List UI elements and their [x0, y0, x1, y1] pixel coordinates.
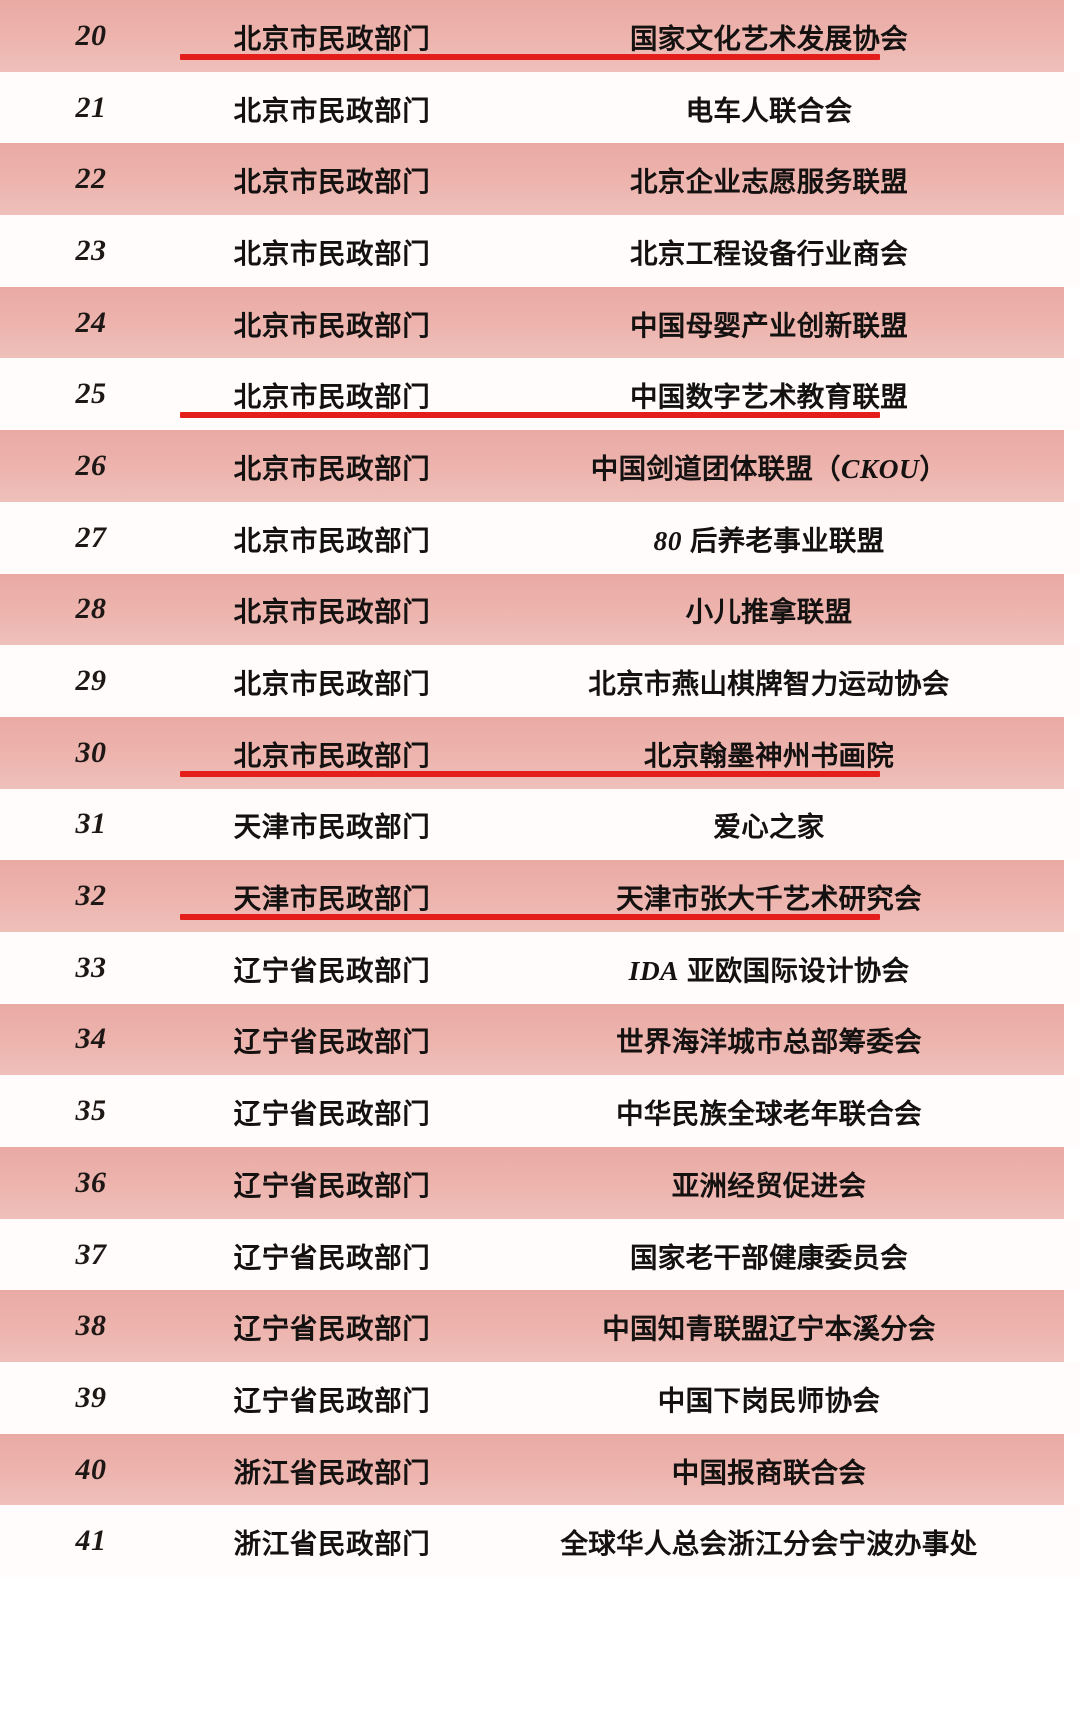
latin-fragment: 80: [653, 524, 682, 556]
row-index-cell: 28: [75, 592, 107, 626]
organization-name-cell: 亚洲经贸促进会: [671, 1169, 867, 1201]
red-highlight-underline: [180, 770, 880, 777]
row-index-cell: 24: [75, 305, 107, 339]
registration-authority-cell: 北京市民政部门: [233, 668, 431, 700]
organization-name-cell: 世界海洋城市总部筹委会: [616, 1026, 922, 1058]
organization-name-cell: 电车人联合会: [685, 94, 853, 126]
organization-name-cell: 北京企业志愿服务联盟: [630, 166, 908, 198]
table-row: 40 浙江省民政部门 中国报商联合会: [0, 1433, 1080, 1506]
organization-name-cell: IDA 亚欧国际设计协会: [628, 954, 910, 986]
organization-name-cell: 北京市燕山棋牌智力运动协会: [588, 668, 950, 700]
registration-authority-cell: 北京市民政部门: [233, 739, 431, 771]
row-index-cell: 40: [75, 1452, 107, 1486]
row-index-cell: 22: [75, 162, 107, 196]
registration-authority-cell: 天津市民政部门: [233, 811, 431, 843]
registration-authority-cell: 北京市民政部门: [233, 452, 431, 484]
registration-authority-cell: 辽宁省民政部门: [233, 1313, 431, 1345]
organization-name-cell: 北京翰墨神州书画院: [643, 739, 895, 771]
table-row: 26 北京市民政部门 中国剑道团体联盟（CKOU）: [0, 430, 1080, 502]
latin-fragment: IDA: [628, 954, 680, 986]
row-index-cell: 20: [75, 18, 107, 52]
organization-name-cell: 小儿推拿联盟: [685, 596, 853, 628]
registration-authority-cell: 北京市民政部门: [233, 237, 431, 269]
table-row: 29 北京市民政部门 北京市燕山棋牌智力运动协会: [0, 645, 1080, 717]
red-highlight-underline: [180, 412, 880, 419]
organization-name-cell: 北京工程设备行业商会: [630, 237, 908, 269]
row-index-cell: 31: [75, 807, 107, 841]
row-index-cell: 29: [75, 664, 107, 698]
organization-name-cell: 天津市张大千艺术研究会: [616, 883, 922, 915]
row-index-cell: 41: [75, 1524, 107, 1558]
table-row: 30 北京市民政部门 北京翰墨神州书画院: [0, 716, 1080, 789]
table-row: 39 辽宁省民政部门 中国下岗民师协会: [0, 1362, 1080, 1434]
organization-name-cell: 中国数字艺术教育联盟: [630, 381, 908, 413]
registration-authority-cell: 浙江省民政部门: [233, 1528, 431, 1560]
registration-authority-cell: 辽宁省民政部门: [233, 1241, 431, 1273]
registration-authority-cell: 北京市民政部门: [233, 22, 431, 54]
row-index-cell: 23: [75, 233, 107, 267]
table-row: 24 北京市民政部门 中国母婴产业创新联盟: [0, 286, 1080, 359]
table-row: 31 天津市民政部门 爱心之家: [0, 788, 1080, 861]
registration-authority-cell: 辽宁省民政部门: [233, 1026, 431, 1058]
row-index-cell: 25: [75, 377, 107, 411]
row-index-cell: 36: [75, 1165, 107, 1199]
table-row: 34 辽宁省民政部门 世界海洋城市总部筹委会: [0, 1003, 1080, 1076]
registration-authority-cell: 北京市民政部门: [233, 524, 431, 556]
organization-name-cell: 国家文化艺术发展协会: [630, 22, 908, 54]
row-index-cell: 38: [75, 1309, 107, 1343]
latin-fragment: CKOU: [840, 452, 920, 484]
row-index-cell: 27: [75, 520, 107, 554]
organization-name-cell: 国家老干部健康委员会: [630, 1241, 908, 1273]
registration-authority-cell: 北京市民政部门: [233, 309, 431, 341]
table-row: 25 北京市民政部门 中国数字艺术教育联盟: [0, 358, 1080, 431]
registration-authority-cell: 辽宁省民政部门: [233, 954, 431, 986]
table-row: 20 北京市民政部门 国家文化艺术发展协会: [0, 0, 1080, 72]
organization-name-cell: 全球华人总会浙江分会宁波办事处: [560, 1528, 978, 1560]
registration-authority-cell: 北京市民政部门: [233, 94, 431, 126]
organization-name-cell: 中国知青联盟辽宁本溪分会: [602, 1313, 936, 1345]
row-index-cell: 37: [75, 1237, 107, 1271]
table-row: 33 辽宁省民政部门 IDA 亚欧国际设计协会: [0, 931, 1080, 1004]
row-index-cell: 39: [75, 1380, 107, 1414]
row-index-cell: 30: [75, 735, 107, 769]
red-highlight-underline: [180, 913, 880, 920]
registration-authority-cell: 浙江省民政部门: [233, 1456, 431, 1488]
table-row: 23 北京市民政部门 北京工程设备行业商会: [0, 215, 1080, 287]
registration-authority-cell: 天津市民政部门: [233, 883, 431, 915]
table-row: 37 辽宁省民政部门 国家老干部健康委员会: [0, 1218, 1080, 1291]
registration-authority-cell: 辽宁省民政部门: [233, 1098, 431, 1130]
row-index-cell: 34: [75, 1022, 107, 1056]
table-row: 36 辽宁省民政部门 亚洲经贸促进会: [0, 1147, 1080, 1219]
row-index-cell: 21: [75, 90, 107, 124]
organization-name-cell: 中国报商联合会: [671, 1456, 867, 1488]
registration-authority-cell: 辽宁省民政部门: [233, 1384, 431, 1416]
organization-name-cell: 中国下岗民师协会: [657, 1384, 881, 1416]
row-index-cell: 35: [75, 1094, 107, 1128]
row-index-cell: 33: [75, 950, 107, 984]
organization-name-cell: 中国剑道团体联盟（CKOU）: [590, 452, 948, 484]
red-highlight-underline: [180, 53, 880, 60]
organization-name-cell: 中国母婴产业创新联盟: [630, 309, 908, 341]
organization-list-table: 20 北京市民政部门 国家文化艺术发展协会 21 北京市民政部门 电车人联合会 22 北京市民…: [0, 0, 1080, 1578]
registration-authority-cell: 北京市民政部门: [233, 166, 431, 198]
table-row: 41 浙江省民政部门 全球华人总会浙江分会宁波办事处: [0, 1505, 1080, 1578]
organization-name-cell: 爱心之家: [713, 811, 825, 843]
table-row: 28 北京市民政部门 小儿推拿联盟: [0, 573, 1080, 646]
row-index-cell: 26: [75, 448, 107, 482]
row-index-cell: 32: [75, 879, 107, 913]
registration-authority-cell: 北京市民政部门: [233, 381, 431, 413]
table-row: 27 北京市民政部门 80 后养老事业联盟: [0, 501, 1080, 574]
table-row: 21 北京市民政部门 电车人联合会: [0, 71, 1080, 144]
table-row: 22 北京市民政部门 北京企业志愿服务联盟: [0, 143, 1080, 216]
registration-authority-cell: 北京市民政部门: [233, 596, 431, 628]
table-row: 35 辽宁省民政部门 中华民族全球老年联合会: [0, 1075, 1080, 1147]
organization-name-cell: 80 后养老事业联盟: [653, 524, 885, 556]
registration-authority-cell: 辽宁省民政部门: [233, 1169, 431, 1201]
organization-name-cell: 中华民族全球老年联合会: [616, 1098, 922, 1130]
table-row: 38 辽宁省民政部门 中国知青联盟辽宁本溪分会: [0, 1290, 1080, 1363]
table-row: 32 天津市民政部门 天津市张大千艺术研究会: [0, 860, 1080, 932]
